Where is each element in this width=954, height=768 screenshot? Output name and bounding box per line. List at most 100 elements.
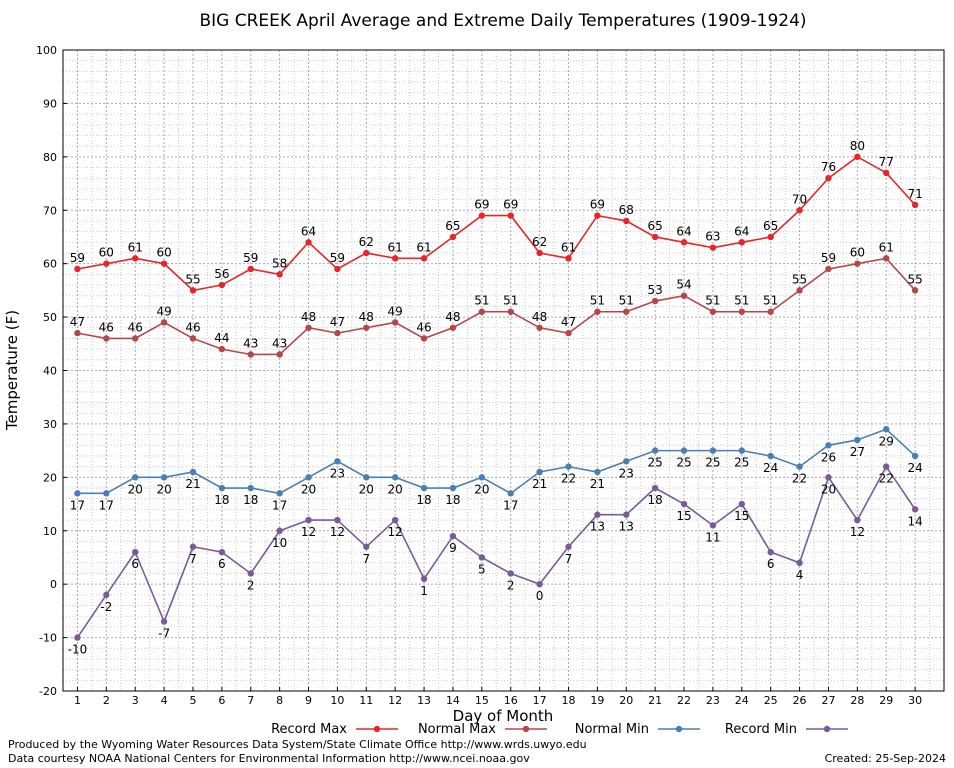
record-max-point [305,239,312,246]
x-tick-label: 25 [764,694,778,707]
record-min-data-label: 12 [301,525,316,539]
normal-min-point [565,463,572,470]
record-max-point [623,217,630,225]
record-max-point [449,233,457,241]
y-tick-label: -20 [39,685,57,698]
record-min-data-label: 5 [478,562,486,576]
record-max-data-label: 65 [445,219,460,233]
normal-max-data-label: 47 [70,315,85,329]
normal-max-data-label: 51 [734,294,749,308]
record-max-point [160,260,168,267]
record-min-data-label: 14 [907,514,922,528]
normal-max-data-label: 46 [185,320,200,334]
y-tick-label: 100 [36,44,57,57]
record-max-data-label: 70 [792,192,807,206]
record-min-data-label: 18 [648,493,663,507]
record-max-data-label: 61 [561,240,576,254]
normal-min-data-label: 27 [850,445,865,459]
normal-min-point [854,436,861,444]
normal-max-point [363,324,370,331]
record-max-point [363,249,370,257]
normal-max-data-label: 49 [156,304,171,318]
record-min-point [507,570,514,577]
legend-item-record-max: Record Max [271,722,398,737]
record-min-data-label: 7 [189,552,197,566]
normal-min-data-label: 21 [185,477,200,491]
legend-item-normal-min: Normal Min [575,722,700,737]
record-max-point [391,255,399,262]
normal-max-data-label: 55 [907,272,922,286]
normal-min-point [651,447,659,454]
normal-max-data-label: 51 [619,294,634,308]
x-tick-label: 19 [590,694,604,707]
normal-max-data-label: 51 [503,294,518,308]
record-min-point [132,548,139,556]
normal-max-point [623,308,630,315]
normal-min-data-label: 17 [503,498,518,512]
record-max-point [825,175,832,182]
normal-min-data-label: 17 [272,498,287,512]
normal-min-data-label: 18 [416,493,431,507]
x-tick-label: 4 [161,694,168,707]
record-min-point [796,559,803,566]
record-min-data-label: 6 [218,557,226,571]
record-min-point [103,591,110,599]
record-max-point [132,255,139,262]
normal-max-data-label: 51 [474,294,489,308]
normal-min-point [247,484,254,492]
y-tick-label: 50 [43,311,57,324]
record-max-point [854,153,861,161]
record-max-data-label: 59 [70,251,85,265]
normal-max-data-label: 48 [301,310,316,324]
x-tick-label: 5 [189,694,196,707]
legend-label: Record Min [725,722,797,737]
normal-max-point [709,308,717,315]
normal-max-point [680,292,688,299]
record-min-data-label: 15 [676,509,691,523]
normal-min-line [77,428,916,495]
record-min-point [74,634,81,641]
normal-min-point [680,447,688,454]
x-tick-label: 15 [475,694,489,707]
normal-min-data-label: 22 [561,472,576,486]
legend-item-record-min: Record Min [725,722,848,737]
x-tick-label: 20 [619,694,633,707]
x-tick-label: 1 [74,694,81,707]
record-max-data-label: 64 [301,224,316,238]
record-min-point [854,516,861,524]
record-min-point [334,516,341,524]
normal-max-point [536,324,543,331]
x-tick-label: 24 [735,694,749,707]
normal-min-point [507,490,514,497]
normal-min-point [911,452,919,460]
record-min-point [767,548,774,556]
legend-marker [823,725,831,733]
normal-min-point [218,484,226,492]
normal-min-data-label: 24 [763,461,778,475]
legend-label: Normal Min [575,722,649,737]
normal-min-data-label: 18 [243,493,258,507]
normal-max-point [449,324,457,331]
record-max-data-label: 61 [388,240,403,254]
record-max-data-label: 69 [590,198,605,212]
record-min-data-label: 7 [362,552,370,566]
record-max-data-label: 69 [474,198,489,212]
record-min-data-label: 6 [767,557,775,571]
normal-max-point [160,319,168,326]
record-min-data-label: 2 [507,578,515,592]
y-tick-label: 40 [43,365,57,378]
y-tick-label: 0 [50,578,57,591]
normal-min-data-label: 25 [705,456,720,470]
record-max-data-label: 62 [532,235,547,249]
normal-min-data-label: 21 [532,477,547,491]
normal-max-point [883,255,890,262]
record-max-point [218,281,226,289]
normal-min-point [132,474,139,481]
record-max-point [911,201,919,209]
normal-min-point [536,468,543,476]
normal-min-data-label: 20 [388,482,403,496]
normal-max-data-label: 43 [272,336,287,350]
record-min-data-label: 10 [272,536,287,550]
